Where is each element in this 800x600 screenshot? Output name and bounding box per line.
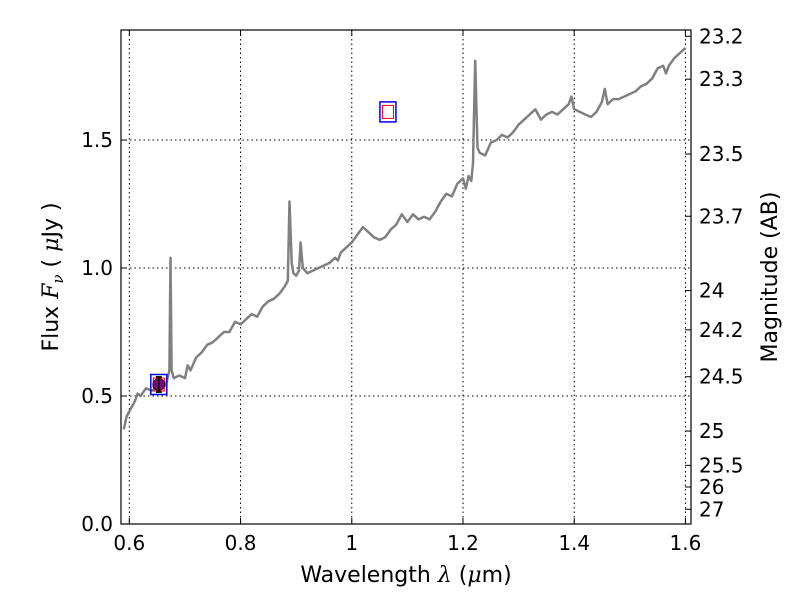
magnitude-tick-label: 23.3	[699, 67, 744, 91]
magnitude-tick-label: 26	[699, 475, 724, 499]
magnitude-tick-label: 23.2	[699, 24, 744, 48]
x-tick-label: 1.6	[670, 531, 702, 555]
x-axis-ticks: 0.6 0.8 1 1.2 1.4 1.6	[113, 30, 701, 555]
magnitude-tick-label: 24	[699, 279, 724, 303]
x-tick-label: 0.6	[113, 531, 145, 555]
y-tick-label: 1.5	[81, 128, 113, 152]
spectrum-line	[122, 46, 687, 430]
magnitude-tick-label: 24.5	[699, 365, 744, 389]
magnitude-tick-label: 25	[699, 419, 724, 443]
y-tick-label: 0.5	[81, 384, 113, 408]
y-axis-label: Flux Fν ( μJy )	[39, 202, 67, 351]
magnitude-axis-label: Magnitude (AB)	[758, 192, 783, 363]
model-point-inner	[381, 104, 394, 119]
plot-frame	[120, 29, 692, 525]
photometry-markers	[150, 101, 397, 396]
x-axis-label: Wavelength λ (μm)	[300, 563, 511, 588]
model-point-outer	[150, 373, 168, 396]
y-tick-label: 1.0	[81, 256, 113, 280]
x-tick-label: 0.8	[225, 531, 257, 555]
x-tick-label: 1.2	[447, 531, 479, 555]
magnitude-tick-label: 23.7	[699, 204, 744, 228]
magnitude-tick-label: 23.5	[699, 142, 744, 166]
y-axis-ticks: 0.0 0.5 1.0 1.5	[81, 128, 127, 536]
model-point-outer	[379, 101, 397, 123]
y-tick-label: 0.0	[81, 512, 113, 536]
magnitude-tick-label: 25.5	[699, 453, 744, 477]
grid-lines	[121, 30, 691, 524]
x-tick-label: 1	[345, 531, 358, 555]
magnitude-tick-label: 24.2	[699, 318, 744, 342]
spectrum-series	[122, 46, 687, 430]
x-tick-label: 1.4	[558, 531, 590, 555]
magnitude-tick-label: 27	[699, 497, 724, 521]
